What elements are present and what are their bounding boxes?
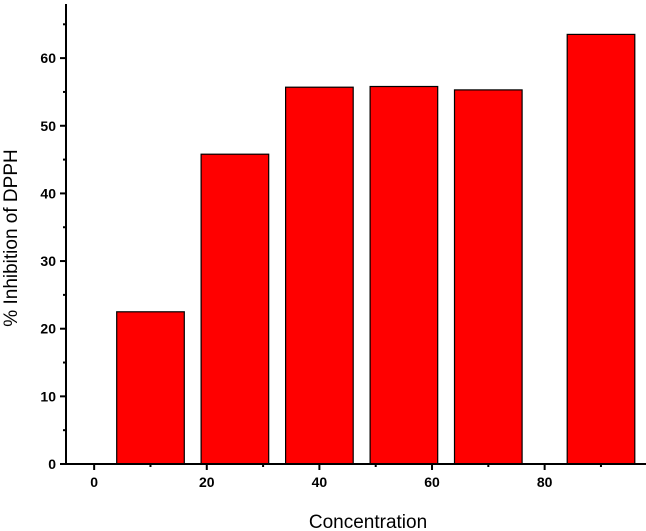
y-tick-label-3: 30 <box>40 253 56 269</box>
x-axis-title: Concentration <box>309 512 427 531</box>
y-tick-label-6: 60 <box>40 50 56 66</box>
bar-2 <box>285 86 354 465</box>
bar-4 <box>453 89 523 465</box>
bar-1 <box>200 153 270 465</box>
y-tick-label-1: 10 <box>40 388 56 404</box>
bar-0 <box>116 311 185 465</box>
y-tick-label-2: 20 <box>40 321 56 337</box>
x-tick-label-3: 60 <box>424 474 440 490</box>
x-tick-label-4: 80 <box>537 474 553 490</box>
x-tick-label-1: 20 <box>199 474 215 490</box>
y-tick-label-0: 0 <box>48 456 56 472</box>
bars-layer <box>116 33 636 465</box>
y-tick-label-4: 40 <box>40 185 56 201</box>
bar-5 <box>566 33 636 465</box>
axes-layer <box>60 4 646 470</box>
x-tick-label-2: 40 <box>312 474 328 490</box>
x-tick-label-0: 0 <box>90 474 98 490</box>
tick-labels-layer: 0 10 20 30 40 50 60 0 20 40 60 80 <box>40 50 552 490</box>
y-axis-title: % Inhibition of DPPH <box>1 149 22 326</box>
bar-3 <box>369 85 439 465</box>
y-tick-label-5: 50 <box>40 118 56 134</box>
